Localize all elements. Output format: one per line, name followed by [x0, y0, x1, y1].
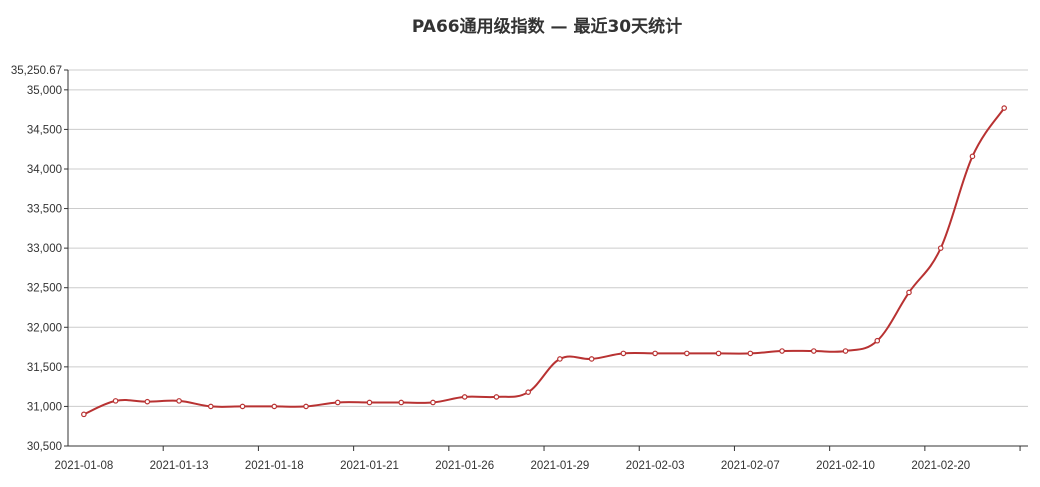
data-point [652, 350, 658, 357]
data-point [208, 403, 214, 410]
y-tick-label: 32,000 [27, 322, 62, 334]
y-tick-label: 33,000 [27, 243, 62, 255]
y-tick-label: 33,500 [27, 204, 62, 216]
y-tick-label: 34,000 [27, 164, 62, 176]
x-tick-label: 2021-02-03 [626, 460, 685, 472]
data-point [969, 153, 976, 160]
data-point [1001, 105, 1007, 111]
data-point [239, 403, 246, 410]
data-point [430, 399, 436, 406]
data-point [493, 394, 500, 400]
data-point [461, 394, 468, 400]
data-point [525, 389, 531, 395]
y-max-label: 35,250.67 [11, 65, 62, 77]
data-point [144, 398, 151, 405]
y-tick-label: 31,000 [27, 401, 62, 413]
x-tick-label: 2021-01-26 [435, 460, 494, 472]
data-point [557, 356, 563, 362]
data-point [112, 398, 119, 404]
data-point [810, 348, 817, 354]
chart-title: PA66通用级指数 — 最近30天统计 [412, 16, 682, 37]
x-tick-label: 2021-01-21 [340, 460, 399, 472]
x-axis-ticks: 2021-01-08 2021-01-13 2021-01-18 2021-01-21… [54, 446, 1021, 472]
series-line [83, 107, 1006, 416]
x-tick-label: 2021-01-18 [245, 460, 304, 472]
data-point [303, 403, 309, 410]
grid-lines [68, 69, 1028, 407]
data-point [620, 350, 627, 357]
y-tick-label: 34,500 [27, 124, 62, 136]
data-point [398, 399, 405, 406]
data-point [715, 350, 722, 357]
data-point [874, 337, 881, 344]
x-tick-label: 2021-01-29 [530, 460, 589, 472]
data-points [81, 105, 1007, 418]
data-point [684, 350, 690, 357]
y-tick-label: 35,000 [27, 85, 62, 97]
data-point [779, 348, 785, 354]
y-tick-label: 32,500 [27, 283, 62, 295]
x-tick-label: 2021-02-20 [911, 460, 970, 472]
data-point [588, 356, 595, 362]
data-point [271, 403, 278, 410]
data-point [81, 411, 87, 418]
axes [67, 70, 1028, 447]
data-point [842, 348, 849, 354]
data-point [366, 399, 373, 406]
x-tick-label: 2021-02-10 [816, 460, 875, 472]
x-tick-label: 2021-02-07 [721, 460, 780, 472]
data-point [747, 350, 754, 357]
data-point [334, 399, 341, 406]
data-point [906, 289, 912, 296]
y-tick-label: 30,500 [27, 441, 62, 453]
x-tick-label: 2021-01-13 [150, 460, 209, 472]
data-point [937, 245, 944, 251]
y-axis-ticks: 30,500 31,000 31,500 32,000 32,500 33,000 33,5… [11, 65, 68, 453]
data-point [176, 398, 182, 404]
y-tick-label: 31,500 [27, 362, 62, 374]
x-tick-label: 2021-01-08 [54, 460, 113, 472]
